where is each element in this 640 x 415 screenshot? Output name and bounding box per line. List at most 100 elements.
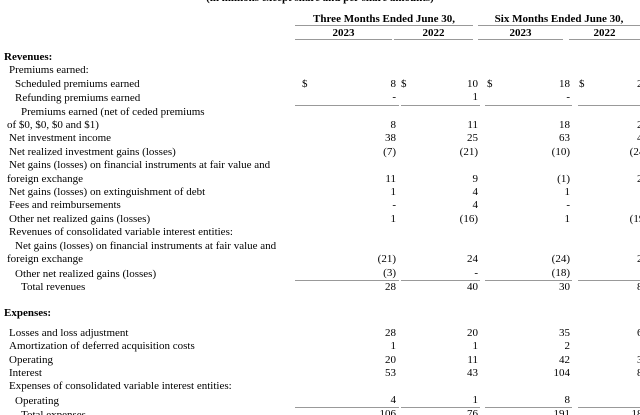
value-cell: 4	[295, 393, 399, 409]
table-row: Expenses:	[0, 307, 640, 320]
cell-value: (16)	[459, 212, 478, 225]
table-row: Losses and loss adjustment 28 20 35 69	[0, 327, 640, 340]
value-cell: 3	[578, 394, 640, 409]
table-row: Net gains (losses) on extinguishment of …	[0, 186, 640, 199]
table-row: Net realized investment gains (losses) (7…	[0, 146, 640, 159]
table-row: Premiums earned:	[0, 64, 640, 77]
cell-value: 28	[385, 280, 396, 293]
cell-value: 1	[390, 340, 397, 353]
row-label: Fees and reimbursements	[9, 199, 121, 212]
cell-value: 1	[564, 186, 571, 199]
cell-value: 63	[559, 132, 570, 145]
table-row: Fees and reimbursements-4-4	[0, 199, 640, 212]
cell-value: (1)	[557, 172, 570, 185]
cell-value: 80	[637, 280, 640, 293]
value-cell: 28	[295, 327, 399, 340]
value-cell: 69	[578, 327, 640, 340]
row-label: Net gains (losses) on financial instrume…	[7, 159, 271, 185]
year-header-6m-2022: 2022	[569, 27, 640, 40]
value-cell: (24)	[578, 146, 640, 159]
row-label: Other net realized gains (losses)	[15, 267, 157, 280]
cell-value: 69	[637, 326, 640, 339]
value-cell: 18	[485, 119, 572, 132]
table-row: Operating 4 1 83	[0, 393, 640, 409]
row-label: Premiums earned (net of ceded premiums of…	[7, 105, 205, 132]
table-header-groups: Three Months Ended June 30, Six Months E…	[0, 13, 640, 26]
table-row: Amortization of deferred acquisition cos…	[0, 340, 640, 353]
value-cell: (1)	[485, 173, 572, 186]
value-cell: 104	[485, 367, 572, 380]
cell-value: (18)	[551, 266, 570, 279]
cell-value: 9	[472, 172, 479, 185]
value-cell: 3	[578, 340, 640, 353]
cell-value: 4	[390, 393, 397, 406]
cell-value: 20	[385, 353, 396, 366]
cell-value: 38	[385, 132, 396, 145]
cell-value: 84	[637, 366, 640, 379]
value-cell: -	[485, 91, 572, 106]
value-cell: 1	[295, 213, 399, 226]
cell-value: 1	[472, 393, 479, 406]
value-cell: 11	[295, 173, 399, 186]
value-cell: 4	[578, 186, 640, 199]
value-cell: (21)	[295, 253, 399, 266]
value-cell: 20	[401, 327, 480, 340]
cell-value: 4	[472, 186, 479, 199]
table-row: Net gains (losses) on financial instrume…	[0, 240, 640, 267]
table-row: Interest 53 43 104 84	[0, 367, 640, 380]
row-label: Revenues of consolidated variable intere…	[9, 226, 233, 239]
value-cell: 1	[485, 213, 572, 226]
cell-value: 11	[467, 353, 478, 366]
cell-value: (19)	[629, 212, 640, 225]
value-cell: 20	[295, 354, 399, 367]
dollar-sign: $	[302, 77, 308, 90]
cell-value: 26	[637, 172, 640, 185]
row-label: Net realized investment gains (losses)	[9, 145, 176, 158]
cell-value: -	[474, 266, 478, 279]
value-cell: 20	[578, 253, 640, 266]
value-cell: 80	[578, 281, 640, 294]
value-cell: 24	[401, 253, 480, 266]
table-row: Other net realized gains (losses) 1 (16) 1 (…	[0, 213, 640, 226]
value-cell: 8	[295, 119, 399, 132]
cell-value: 8	[390, 77, 397, 90]
cell-value: (21)	[459, 145, 478, 158]
cell-value: 1	[472, 340, 479, 353]
dollar-sign: $	[401, 77, 407, 90]
cell-value: 35	[559, 326, 570, 339]
value-cell: (3)	[295, 267, 399, 281]
cell-value: 1	[390, 186, 397, 199]
value-cell: 189	[578, 408, 640, 415]
cell-value: (3)	[383, 266, 396, 279]
value-cell: -	[485, 199, 572, 212]
value-cell: 106	[295, 408, 399, 415]
value-cell: 63	[485, 132, 572, 145]
table-row: Total expenses 106 76 191 189	[0, 408, 640, 415]
table-row: Other net realized gains (losses) (3) - (18…	[0, 267, 640, 281]
cell-value: 18	[559, 119, 570, 132]
row-label: Scheduled premiums earned	[15, 77, 140, 90]
row-label: Premiums earned:	[9, 64, 89, 77]
cell-value: 42	[559, 353, 570, 366]
value-cell: 1	[295, 340, 399, 353]
value-cell: 11	[401, 354, 480, 367]
value-cell: 35	[485, 327, 572, 340]
value-cell: (19)	[578, 213, 640, 226]
value-cell: 42	[485, 354, 572, 367]
row-label: Net gains (losses) on financial instrume…	[7, 239, 277, 266]
value-cell: $10	[401, 78, 480, 91]
value-cell: (21)	[401, 146, 480, 159]
column-group-three-months: Three Months Ended June 30,	[295, 13, 473, 26]
table-row: Premiums earned (net of ceded premiums of…	[0, 106, 640, 133]
value-cell: -	[295, 199, 399, 212]
value-cell: 30	[578, 354, 640, 367]
cell-value: 8	[564, 393, 571, 406]
cell-value: 26	[637, 119, 640, 132]
table-row: Revenues of consolidated variable intere…	[0, 226, 640, 239]
year-header-6m-2023: 2023	[478, 27, 563, 40]
value-cell: (24)	[485, 253, 572, 266]
row-label: Revenues:	[4, 51, 53, 63]
table-row: Revenues:	[0, 51, 640, 64]
value-cell: (7)	[295, 146, 399, 159]
